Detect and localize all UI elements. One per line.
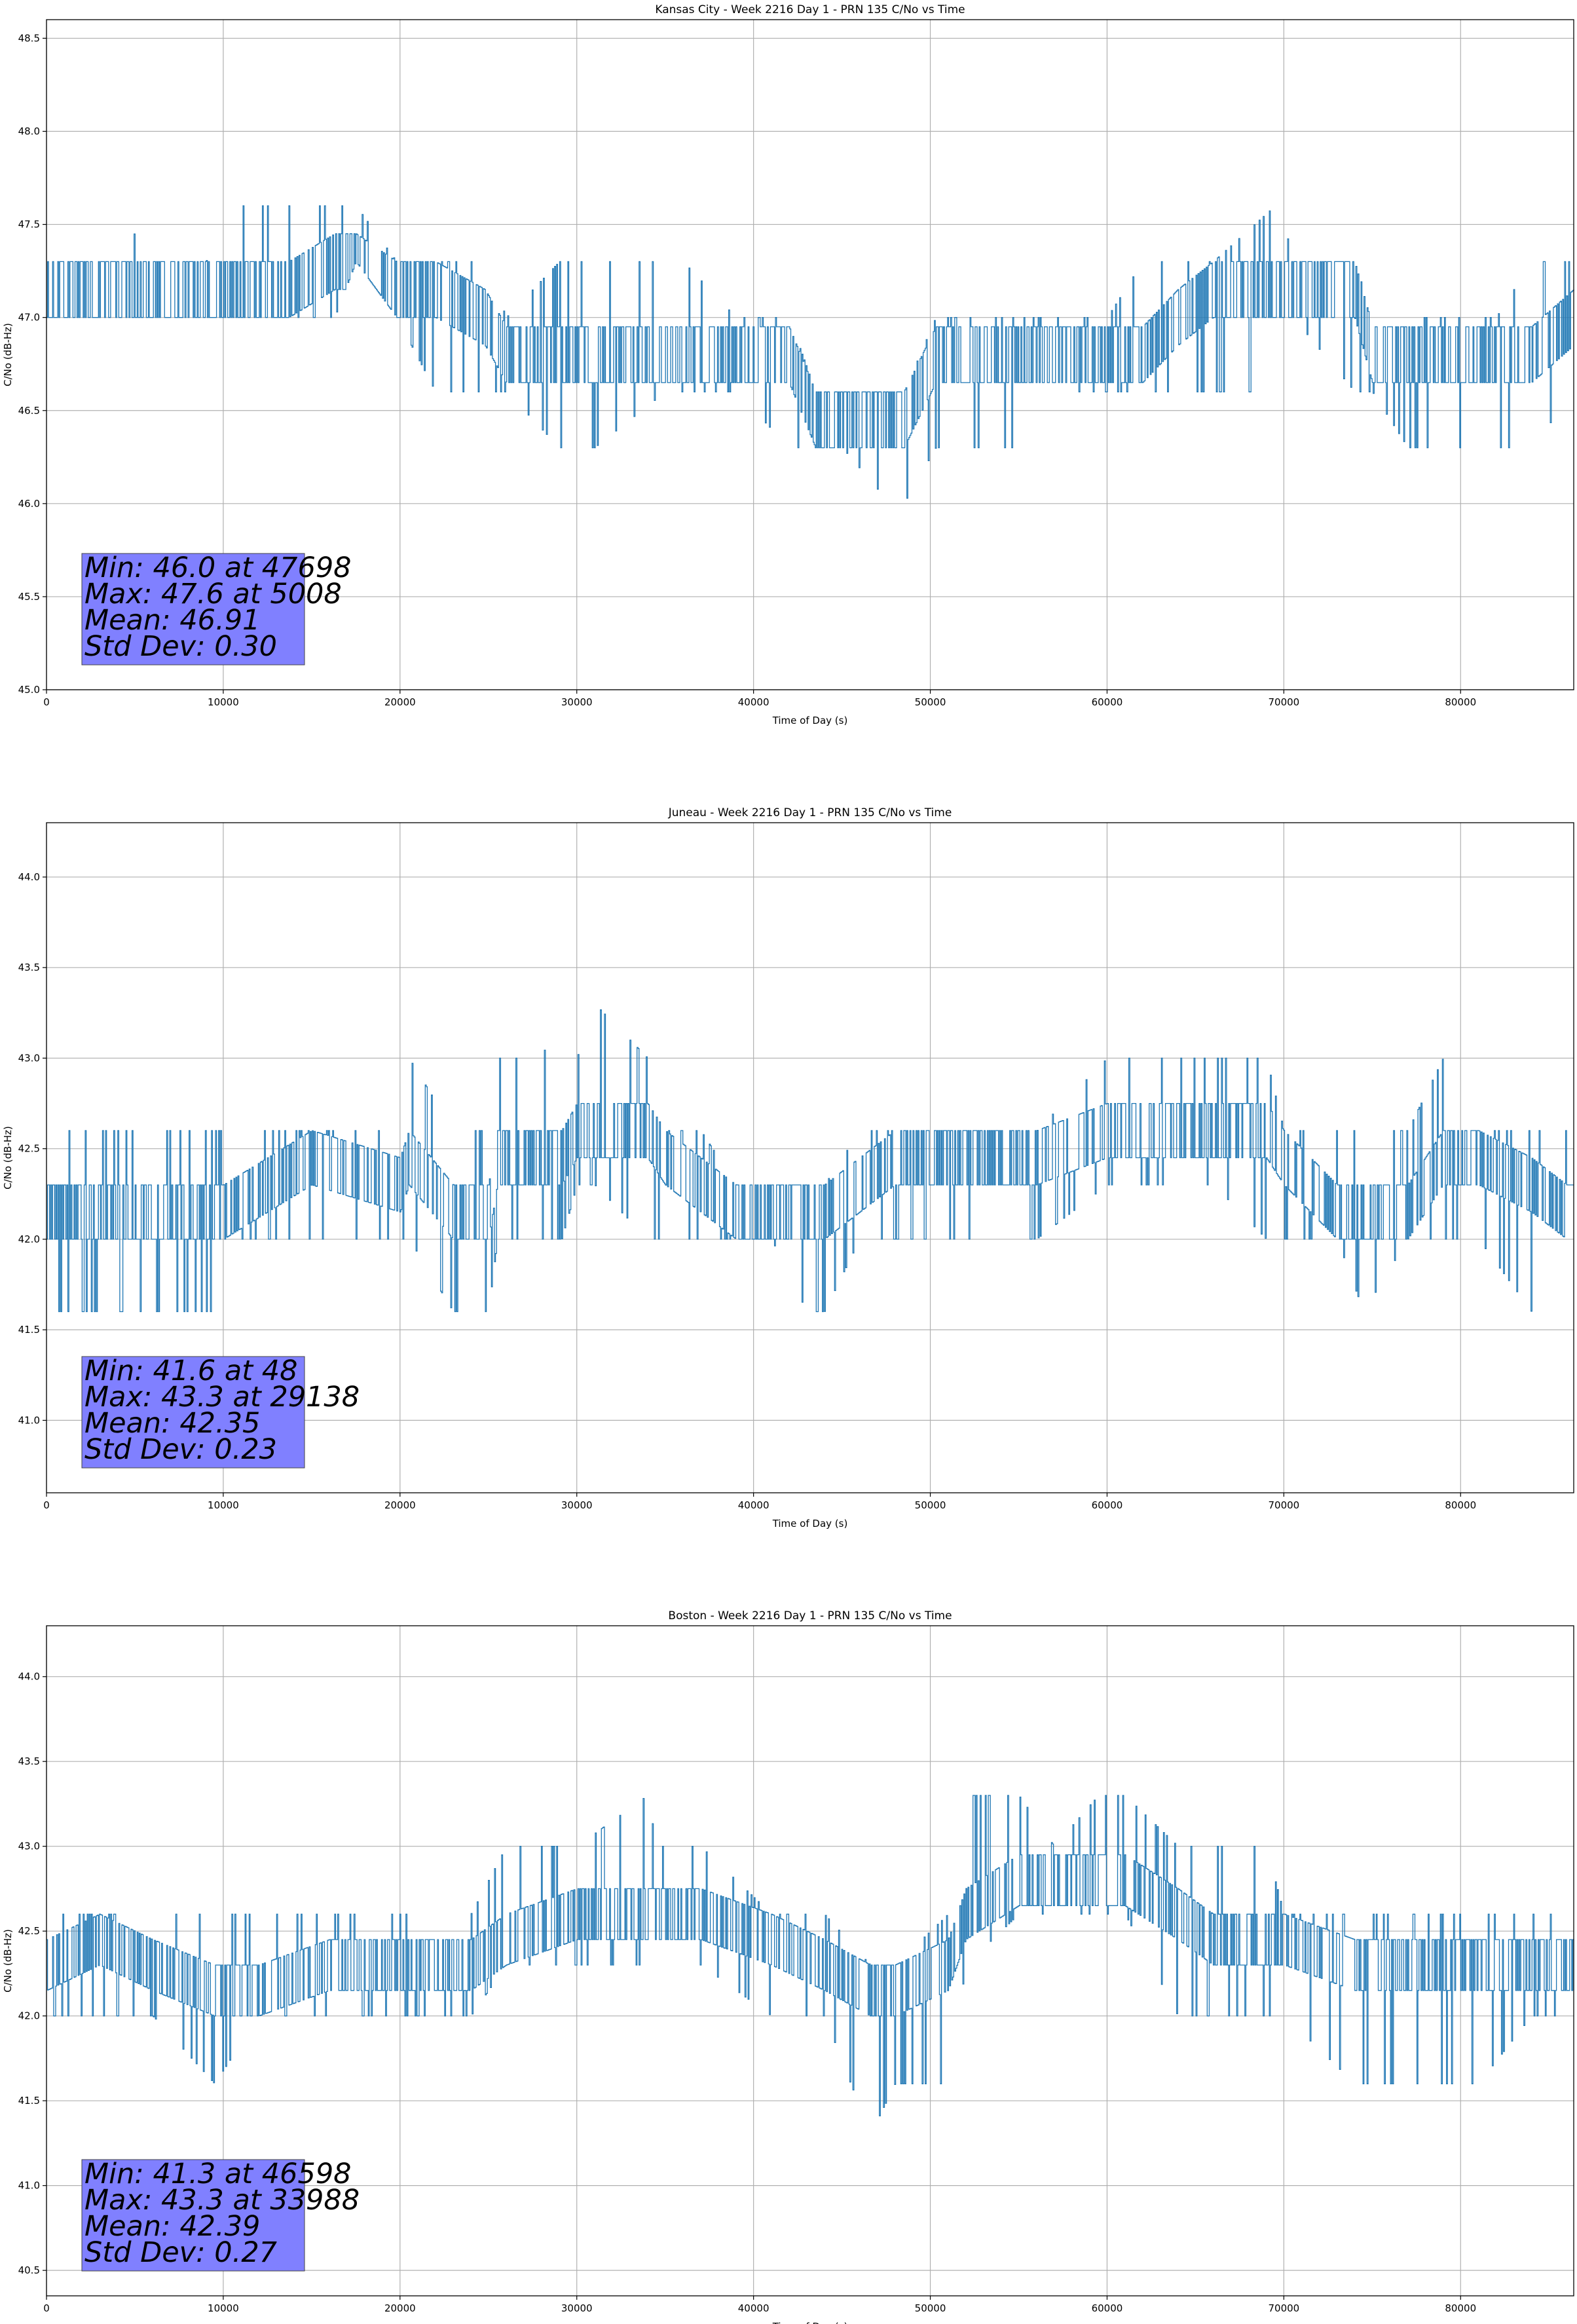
x-tick-label: 20000 — [384, 696, 416, 708]
x-tick-label: 40000 — [738, 2302, 770, 2314]
chart-panel-1: Kansas City - Week 2216 Day 1 - PRN 135 … — [2, 3, 1574, 726]
stats-line: Max: 43.3 at 33988 — [84, 2184, 360, 2217]
x-axis-label: Time of Day (s) — [772, 715, 848, 726]
y-tick-label: 46.0 — [18, 498, 40, 510]
x-tick-label: 0 — [43, 696, 50, 708]
x-tick-label: 10000 — [208, 696, 239, 708]
x-axis-label: Time of Day (s) — [772, 2321, 848, 2324]
x-tick-label: 30000 — [561, 2302, 593, 2314]
stats-line: Mean: 42.35 — [84, 1407, 260, 1440]
x-tick-label: 70000 — [1268, 696, 1299, 708]
y-tick-label: 42.0 — [18, 1233, 40, 1245]
x-tick-label: 20000 — [384, 1499, 416, 1511]
y-tick-label: 41.5 — [18, 2095, 40, 2107]
y-tick-label: 43.0 — [18, 1841, 40, 1852]
chart-title: Boston - Week 2216 Day 1 - PRN 135 C/No … — [668, 1609, 952, 1622]
plot-frame — [46, 19, 1574, 690]
y-axis-label: C/No (dB-Hz) — [2, 323, 14, 386]
series-line — [46, 1009, 1574, 1313]
x-tick-label: 30000 — [561, 1499, 593, 1511]
y-tick-label: 48.5 — [18, 32, 40, 44]
stats-box — [81, 2159, 305, 2272]
x-tick-label: 30000 — [561, 696, 593, 708]
x-tick-label: 60000 — [1092, 1499, 1123, 1511]
stats-box — [81, 553, 305, 665]
chart-title: Juneau - Week 2216 Day 1 - PRN 135 C/No … — [668, 806, 952, 819]
y-tick-label: 42.0 — [18, 2010, 40, 2022]
x-tick-label: 20000 — [384, 2302, 416, 2314]
y-tick-label: 42.5 — [18, 1925, 40, 1937]
x-tick-label: 10000 — [208, 1499, 239, 1511]
y-tick-label: 41.5 — [18, 1324, 40, 1336]
x-tick-label: 80000 — [1445, 1499, 1476, 1511]
y-tick-label: 43.5 — [18, 962, 40, 973]
x-tick-label: 80000 — [1445, 2302, 1476, 2314]
y-tick-label: 47.5 — [18, 219, 40, 231]
y-tick-label: 41.0 — [18, 2180, 40, 2192]
stats-line: Std Dev: 0.27 — [84, 2236, 277, 2269]
stats-line: Std Dev: 0.30 — [84, 630, 277, 663]
chart-panel-3: Boston - Week 2216 Day 1 - PRN 135 C/No … — [2, 1609, 1574, 2324]
y-axis-label: C/No (dB-Hz) — [2, 1126, 14, 1190]
plot-frame — [46, 822, 1574, 1493]
stats-line: Std Dev: 0.23 — [84, 1433, 277, 1466]
y-tick-label: 40.5 — [18, 2264, 40, 2276]
x-tick-label: 50000 — [915, 2302, 946, 2314]
y-tick-label: 44.0 — [18, 1671, 40, 1683]
x-tick-label: 70000 — [1268, 1499, 1299, 1511]
x-tick-label: 70000 — [1268, 2302, 1299, 2314]
series-line — [46, 1795, 1574, 2116]
stats-line: Min: 41.6 at 48 — [84, 1355, 297, 1387]
y-tick-label: 43.0 — [18, 1052, 40, 1064]
x-tick-label: 60000 — [1092, 2302, 1123, 2314]
y-tick-label: 46.5 — [18, 405, 40, 417]
stats-line: Min: 46.0 at 47698 — [84, 552, 352, 584]
x-tick-label: 0 — [43, 1499, 50, 1511]
x-tick-label: 40000 — [738, 1499, 770, 1511]
x-tick-label: 40000 — [738, 696, 770, 708]
y-axis-label: C/No (dB-Hz) — [2, 1929, 14, 1993]
x-tick-label: 80000 — [1445, 696, 1476, 708]
stats-line: Mean: 42.39 — [84, 2210, 260, 2243]
chart-panel-2: Juneau - Week 2216 Day 1 - PRN 135 C/No … — [2, 806, 1574, 1529]
y-tick-label: 45.0 — [18, 684, 40, 696]
y-tick-label: 48.0 — [18, 126, 40, 138]
series-line — [46, 205, 1574, 499]
x-tick-label: 0 — [43, 2302, 50, 2314]
x-axis-label: Time of Day (s) — [772, 1518, 848, 1529]
x-tick-label: 10000 — [208, 2302, 239, 2314]
x-tick-label: 50000 — [915, 696, 946, 708]
stats-box — [81, 1356, 305, 1469]
stats-line: Min: 41.3 at 46598 — [84, 2158, 352, 2190]
x-tick-label: 60000 — [1092, 696, 1123, 708]
y-tick-label: 43.5 — [18, 1755, 40, 1767]
stats-line: Mean: 46.91 — [84, 604, 260, 637]
y-tick-label: 42.5 — [18, 1143, 40, 1155]
chart-title: Kansas City - Week 2216 Day 1 - PRN 135 … — [655, 3, 965, 16]
plot-frame — [46, 1625, 1574, 2296]
x-tick-label: 50000 — [915, 1499, 946, 1511]
stats-line: Max: 47.6 at 5008 — [84, 578, 342, 610]
stats-line: Max: 43.3 at 29138 — [84, 1381, 360, 1414]
y-tick-label: 41.0 — [18, 1414, 40, 1426]
y-tick-label: 44.0 — [18, 871, 40, 883]
y-tick-label: 47.0 — [18, 312, 40, 324]
y-tick-label: 45.5 — [18, 591, 40, 603]
